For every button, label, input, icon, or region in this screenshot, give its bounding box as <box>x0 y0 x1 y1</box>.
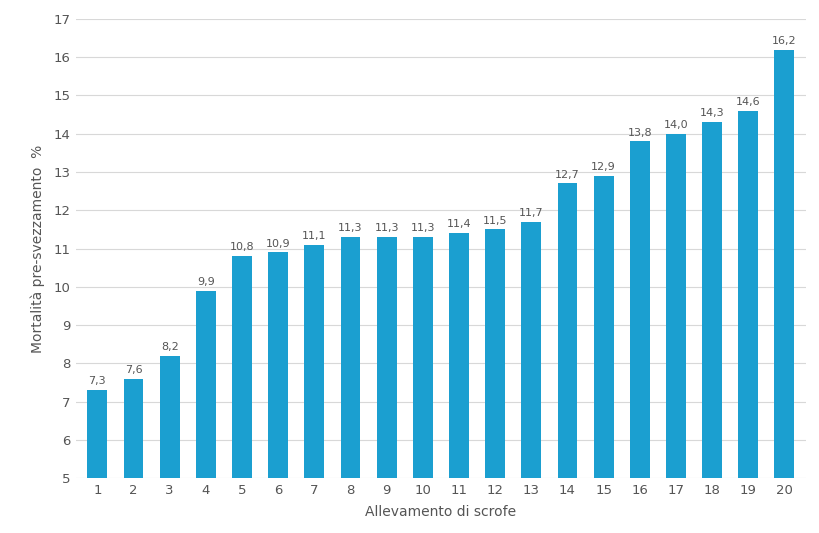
Bar <box>629 141 649 533</box>
Text: 11,1: 11,1 <box>301 231 326 241</box>
Bar <box>340 237 360 533</box>
Y-axis label: Mortalità pre-svezzamento  %: Mortalità pre-svezzamento % <box>30 144 45 353</box>
Text: 10,9: 10,9 <box>265 239 290 248</box>
Bar <box>88 390 107 533</box>
Bar <box>521 222 541 533</box>
Bar <box>557 183 577 533</box>
Bar <box>449 233 468 533</box>
Text: 11,3: 11,3 <box>374 223 398 233</box>
Bar <box>413 237 432 533</box>
Text: 16,2: 16,2 <box>771 36 796 46</box>
Text: 14,0: 14,0 <box>663 120 687 130</box>
Bar <box>737 111 758 533</box>
Text: 12,7: 12,7 <box>554 169 579 180</box>
Text: 12,9: 12,9 <box>590 162 615 172</box>
Bar <box>196 290 215 533</box>
Bar <box>376 237 396 533</box>
Bar <box>268 253 287 533</box>
Text: 11,7: 11,7 <box>518 208 543 218</box>
Text: 14,6: 14,6 <box>735 97 760 107</box>
Bar <box>485 229 505 533</box>
Bar <box>124 379 143 533</box>
Bar <box>593 176 613 533</box>
Bar <box>160 356 179 533</box>
Text: 11,5: 11,5 <box>482 215 507 225</box>
Text: 8,2: 8,2 <box>161 342 179 352</box>
X-axis label: Allevamento di scrofe: Allevamento di scrofe <box>365 505 516 519</box>
Bar <box>304 245 324 533</box>
Bar <box>773 50 794 533</box>
Text: 7,6: 7,6 <box>124 365 143 375</box>
Bar <box>232 256 251 533</box>
Bar <box>665 134 685 533</box>
Text: 7,3: 7,3 <box>88 376 106 386</box>
Text: 13,8: 13,8 <box>627 127 651 138</box>
Text: 9,9: 9,9 <box>197 277 215 287</box>
Bar <box>701 122 722 533</box>
Text: 11,3: 11,3 <box>410 223 435 233</box>
Text: 14,3: 14,3 <box>699 108 723 118</box>
Text: 10,8: 10,8 <box>229 243 254 253</box>
Text: 11,3: 11,3 <box>337 223 362 233</box>
Text: 11,4: 11,4 <box>446 220 471 229</box>
